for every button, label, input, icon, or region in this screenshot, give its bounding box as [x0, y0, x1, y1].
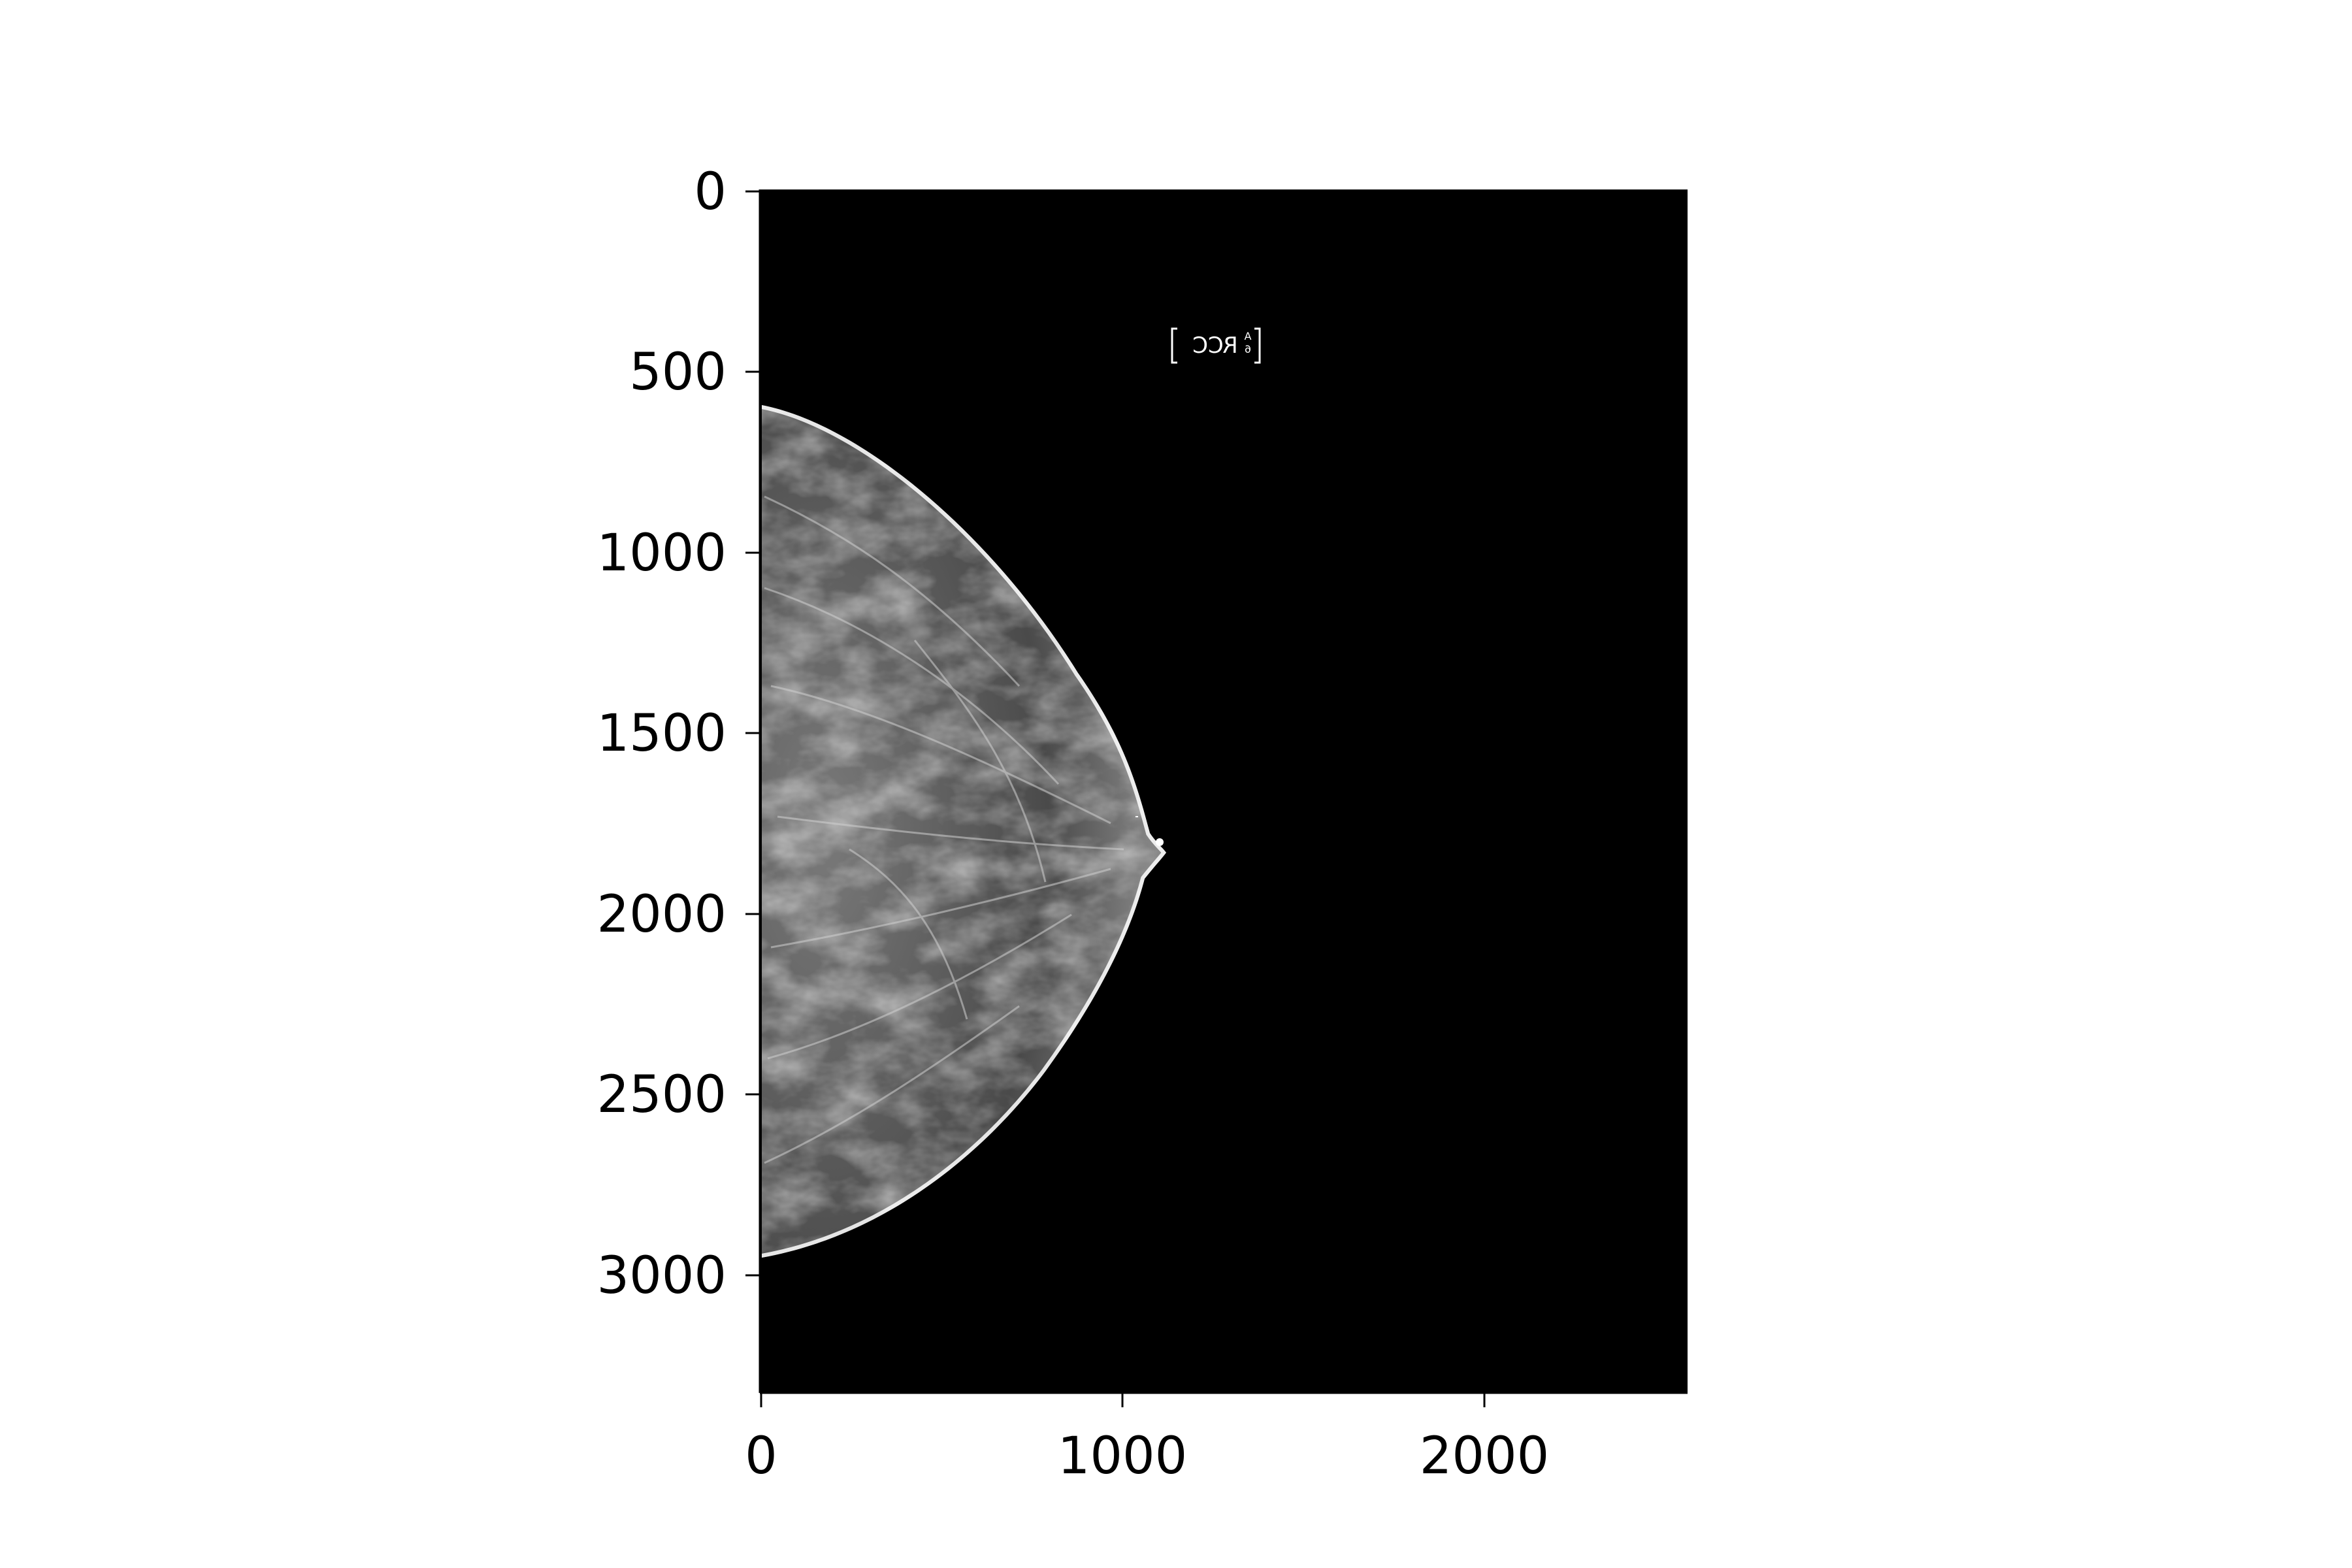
y-tick-label: 2500	[596, 1066, 727, 1124]
nipple-marker-dot	[1156, 838, 1164, 846]
x-axis: 0 1000 2000	[745, 1393, 1549, 1486]
y-tick-label: 1500	[596, 704, 727, 763]
small-marker	[1135, 816, 1138, 817]
view-label-small-top: A	[1244, 330, 1251, 342]
x-tick-label: 2000	[1420, 1427, 1550, 1486]
x-tick-label: 0	[745, 1427, 777, 1486]
view-label: RCC A 6	[1171, 327, 1261, 364]
y-tick-label: 3000	[596, 1247, 727, 1305]
x-tick-label: 1000	[1058, 1427, 1188, 1486]
y-tick-label: 0	[694, 163, 727, 221]
y-tick-label: 500	[629, 343, 727, 402]
view-label-small-bottom: 6	[1245, 343, 1251, 355]
y-tick-label: 2000	[596, 885, 727, 944]
y-tick-label: 1000	[596, 524, 727, 583]
view-label-text: RCC	[1192, 333, 1237, 359]
y-axis: 0 500 1000 1500 2000 2500 3000	[596, 163, 760, 1305]
